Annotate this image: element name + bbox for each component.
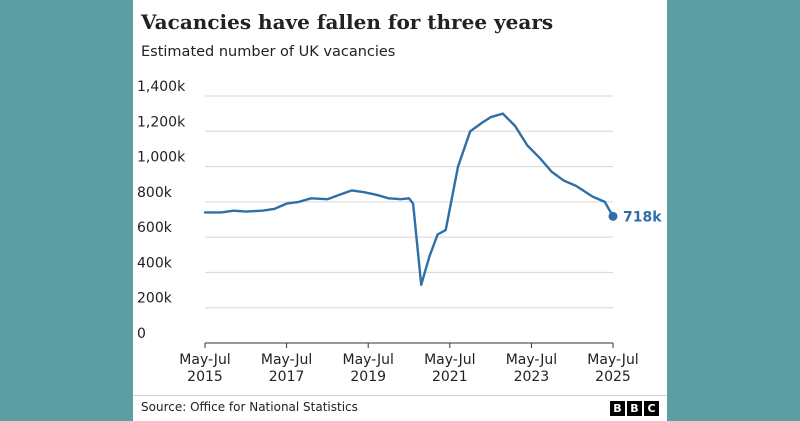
x-tick-label: May-Jul (179, 352, 230, 368)
y-tick-label: 400k (137, 255, 173, 271)
x-tick-label: May-Jul (424, 352, 475, 368)
x-tick-label: 2015 (187, 369, 223, 385)
bbc-logo: B B C (610, 401, 659, 416)
y-tick-label: 0 (137, 326, 146, 342)
x-tick-label: May-Jul (261, 352, 312, 368)
chart-card: Vacancies have fallen for three years Es… (133, 0, 667, 421)
x-tick-label: 2025 (595, 369, 631, 385)
x-tick-label: May-Jul (506, 352, 557, 368)
y-tick-label: 800k (137, 185, 173, 201)
source-note: Source: Office for National Statistics (141, 400, 358, 414)
vacancies-line (203, 112, 615, 286)
x-tick-label: 2021 (432, 369, 468, 385)
end-value-label: 718k (623, 209, 662, 225)
chart-footer: Source: Office for National Statistics B… (133, 395, 667, 421)
y-tick-label: 1,400k (137, 79, 186, 95)
bbc-logo-letter-b2: B (627, 401, 642, 416)
x-tick-label: May-Jul (587, 352, 638, 368)
bbc-logo-letter-b1: B (610, 401, 625, 416)
end-point-marker (608, 211, 618, 221)
x-tick-label: 2017 (269, 369, 305, 385)
x-tick-label: 2023 (514, 369, 550, 385)
x-tick-label: May-Jul (342, 352, 393, 368)
y-tick-label: 1,200k (137, 114, 186, 130)
chart-title: Vacancies have fallen for three years (141, 10, 554, 34)
line-chart: 0 200k 400k 600k 800k 1,000k 1,200k 1,400k May-J… (137, 79, 662, 385)
bbc-logo-letter-c: C (644, 401, 659, 416)
x-tick-label: 2019 (350, 369, 386, 385)
y-tick-label: 200k (137, 291, 173, 307)
y-tick-label: 1,000k (137, 150, 186, 166)
chart-subtitle: Estimated number of UK vacancies (141, 44, 396, 60)
y-tick-label: 600k (137, 220, 173, 236)
